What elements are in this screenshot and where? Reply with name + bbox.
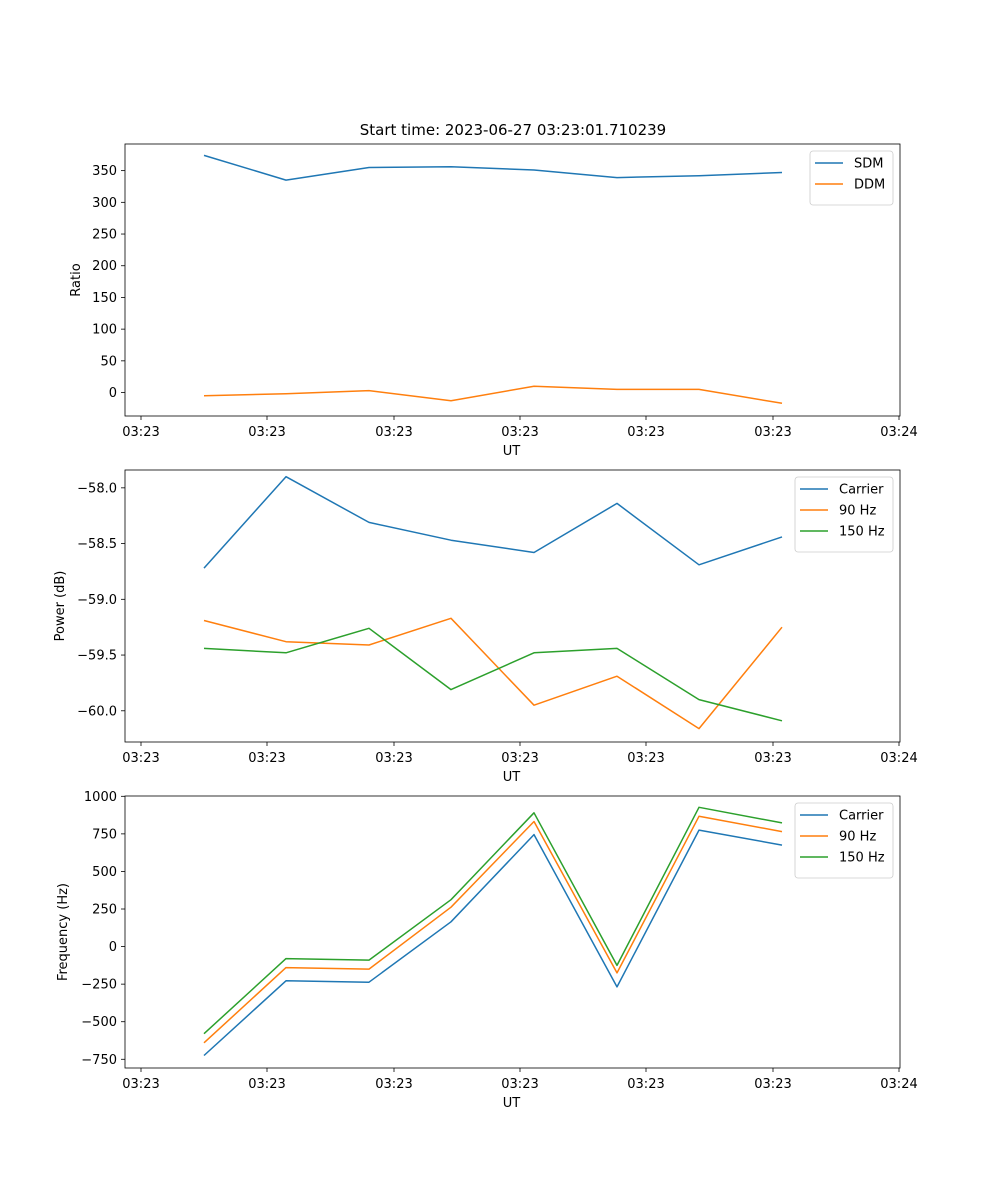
chart-panel-3: 03:23 03:23 03:23 03:23 03:23 03:23 03:24 −750 −… [56,790,918,1111]
x-tick-label-1-3: 03:23 [375,425,412,440]
axes-frame-2 [124,469,901,743]
x-axis-label-2: UT [503,770,521,785]
x-tick-label-3-7: 03:24 [880,1077,917,1092]
y-tick-label-1-3: 100 [92,323,117,338]
x-tick-label-2-5: 03:23 [627,751,664,766]
x-tick-label-2-4: 03:23 [501,751,538,766]
x-tick-label-3-6: 03:23 [754,1077,791,1092]
legend-label-2-3: 150 Hz [839,525,885,540]
x-tick-label-2-6: 03:23 [754,751,791,766]
x-tick-label-1-5: 03:23 [627,425,664,440]
y-tick-label-1-8: 350 [92,164,117,179]
y-tick-label-1-6: 250 [92,228,117,243]
y-tick-label-2-2: −58.5 [77,537,117,552]
y-axis-label-1: Ratio [69,263,84,296]
legend-label-3-1: Carrier [839,809,884,824]
x-tick-label-3-1: 03:23 [122,1077,159,1092]
y-tick-label-1-5: 200 [92,259,117,274]
series-line-2-3 [203,627,783,722]
x-tick-label-1-6: 03:23 [754,425,791,440]
y-tick-label-1-1: 0 [109,386,117,401]
x-tick-label-3-3: 03:23 [375,1077,412,1092]
x-tick-label-1-4: 03:23 [501,425,538,440]
y-tick-label-1-4: 150 [92,291,117,306]
x-tick-label-2-3: 03:23 [375,751,412,766]
x-tick-label-1-1: 03:23 [122,425,159,440]
x-tick-label-2-7: 03:24 [880,751,917,766]
y-tick-label-2-1: −58.0 [77,481,117,496]
legend-label-3-2: 90 Hz [839,830,876,845]
y-tick-label-1-2: 50 [100,354,117,369]
series-line-3-3 [203,806,783,1035]
x-tick-label-1-2: 03:23 [248,425,285,440]
y-tick-label-2-5: −60.0 [77,704,117,719]
y-tick-label-3-7: 750 [92,827,117,842]
y-tick-label-3-1: −750 [81,1053,117,1068]
series-line-3-2 [203,815,783,1044]
axes-frame-1 [124,143,901,417]
y-tick-label-2-3: −59.0 [77,593,117,608]
chart-panel-1: 03:23 03:23 03:23 03:23 03:23 03:23 03:24 0 50 10… [69,143,918,459]
legend-box-3 [794,802,894,879]
series-line-1-2 [203,385,783,405]
chart-panel-2: 03:23 03:23 03:23 03:23 03:23 03:23 03:24 −58.0… [53,469,918,785]
x-tick-label-3-4: 03:23 [501,1077,538,1092]
y-axis-label-2: Power (dB) [53,571,68,642]
y-tick-label-3-2: −500 [81,1015,117,1030]
x-tick-label-2-1: 03:23 [122,751,159,766]
y-tick-label-2-4: −59.5 [77,649,117,664]
x-tick-label-3-5: 03:23 [627,1077,664,1092]
x-tick-label-2-2: 03:23 [248,751,285,766]
y-tick-label-1-7: 300 [92,196,117,211]
series-line-3-1 [203,829,783,1057]
axes-frame-3 [124,795,901,1069]
y-tick-label-3-5: 250 [92,903,117,918]
series-line-1-1 [203,154,783,181]
legend-label-1-1: SDM [854,157,883,172]
x-axis-label-1: UT [503,444,521,459]
x-axis-label-3: UT [503,1096,521,1111]
y-axis-label-3: Frequency (Hz) [56,883,71,981]
legend-label-2-1: Carrier [839,483,884,498]
legend-label-3-3: 150 Hz [839,851,885,866]
y-tick-label-3-3: −250 [81,978,117,993]
x-tick-label-3-2: 03:23 [248,1077,285,1092]
y-tick-label-3-4: 0 [109,940,117,955]
x-tick-label-1-7: 03:24 [880,425,917,440]
legend-box-2 [794,476,894,553]
legend-box-1 [809,150,894,206]
figure-title: Start time: 2023-06-27 03:23:01.710239 [360,121,666,139]
legend-label-1-2: DDM [854,178,885,193]
series-line-2-1 [203,475,783,569]
y-tick-label-3-8: 1000 [84,790,117,805]
y-tick-label-3-6: 500 [92,865,117,880]
chart-panels: 03:23 03:23 03:23 03:23 03:23 03:23 03:24 0 50 10… [53,143,918,1111]
legend-label-2-2: 90 Hz [839,504,876,519]
series-line-2-2 [203,617,783,730]
